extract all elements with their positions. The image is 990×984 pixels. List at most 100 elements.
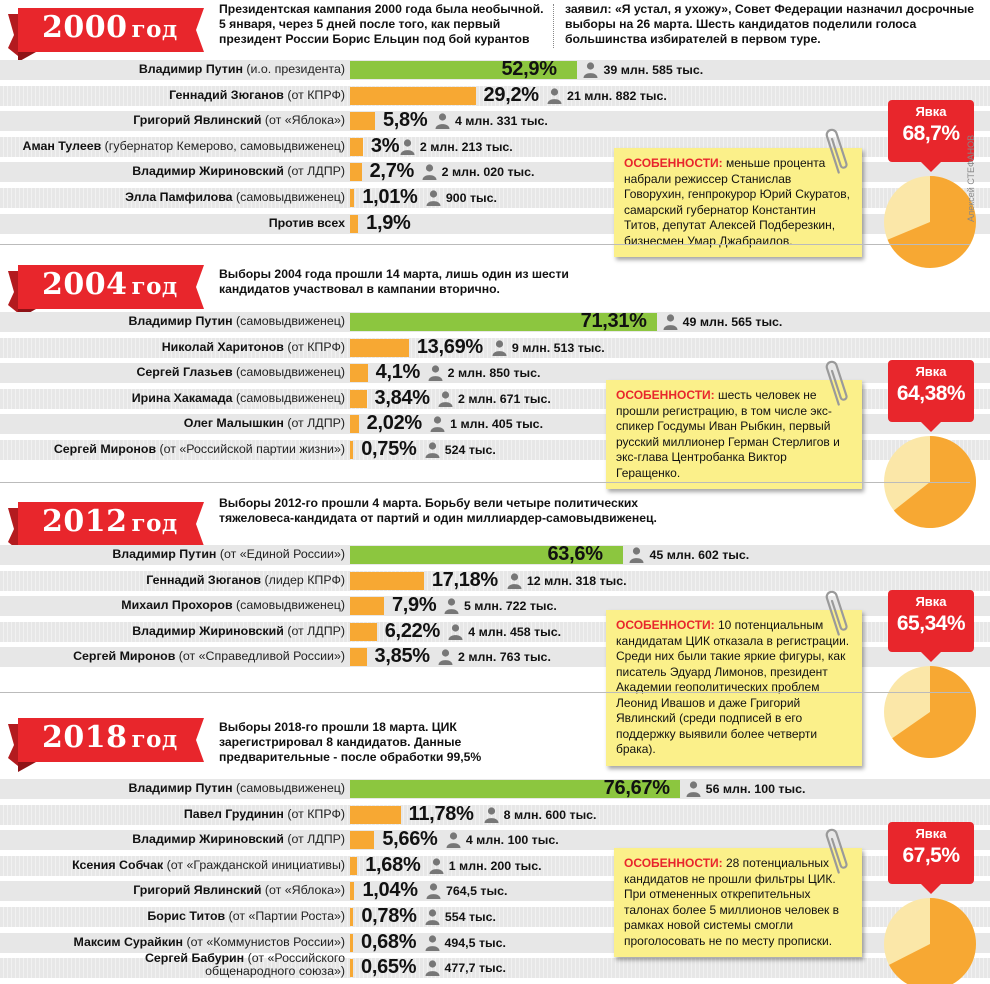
candidate-name: Владимир Жириновский (от ЛДПР)	[132, 164, 345, 178]
candidate-name: Геннадий Зюганов (от КПРФ)	[169, 88, 345, 102]
vote-percent-label: 5,8%	[382, 109, 428, 132]
candidate-row: Владимир Жириновский (от ЛДПР) 5,66% 4 млн…	[0, 828, 990, 851]
candidate-row: Сергей Глазьев (самовыдвиженец) 4,1% 2 млн…	[0, 361, 990, 384]
turnout-pie	[884, 898, 976, 984]
person-icon	[583, 62, 598, 78]
candidate-label: Владимир Жириновский (от ЛДПР)	[0, 162, 345, 182]
section-divider	[0, 244, 970, 245]
column-divider	[553, 4, 554, 48]
vote-bar	[350, 856, 358, 875]
candidate-name: Владимир Путин (самовыдвиженец)	[128, 781, 345, 795]
vote-count: 4 млн. 100 тыс.	[465, 833, 559, 848]
turnout-value: 68,7%	[902, 122, 960, 145]
turnout-flag	[888, 822, 974, 894]
vote-percent-label: 3,84%	[374, 386, 431, 409]
vote-bar	[350, 831, 375, 850]
vote-count: 1 млн. 200 тыс.	[448, 858, 542, 873]
candidate-fullname: Геннадий Зюганов	[146, 572, 262, 587]
vote-count: 554 тыс.	[444, 910, 496, 924]
vote-bar	[350, 648, 367, 667]
intro-text: Выборы 2018-го прошли 18 марта. ЦИК заре…	[219, 720, 482, 764]
vote-bar	[350, 364, 368, 383]
candidate-name: Павел Грудинин (от КПРФ)	[184, 807, 345, 821]
candidate-label: Сергей Глазьев (самовыдвиженец)	[0, 363, 345, 383]
candidate-label: Олег Малышкин (от ЛДПР)	[0, 414, 345, 434]
candidate-label: Ксения Собчак (от «Гражданской инициатив…	[0, 856, 345, 876]
candidate-fullname: Максим Сурайкин	[73, 934, 184, 949]
turnout-flag	[888, 360, 974, 432]
year-title: 2004 год	[42, 267, 178, 302]
vote-bar	[350, 163, 362, 182]
candidate-label: Борис Титов (от «Партии Роста»)	[0, 907, 345, 927]
vote-count: 2 млн. 020 тыс.	[441, 165, 535, 180]
vote-bar	[350, 908, 354, 926]
year-suffix: год	[131, 510, 178, 537]
candidate-affiliation: (самовыдвиженец)	[232, 781, 345, 795]
candidate-name: Григорий Явлинский (от «Яблока»)	[133, 113, 345, 127]
candidate-label: Владимир Жириновский (от ЛДПР)	[0, 622, 345, 642]
features-note: ОСОБЕННОСТИ: меньше процента набрали реж…	[614, 148, 862, 257]
row-background	[0, 111, 990, 132]
candidate-affiliation: (и.о. президента)	[242, 62, 345, 76]
candidate-row: Сергей Бабурин (от «Российского общенаро…	[0, 952, 990, 979]
intro-text: Президентская кампания 2000 года была не…	[219, 2, 544, 46]
candidate-affiliation: (самовыдвиженец)	[232, 314, 345, 328]
candidate-affiliation: (лидер КПРФ)	[261, 572, 345, 587]
features-note: ОСОБЕННОСТИ: 10 потенциальным кандидатам…	[606, 610, 862, 766]
year-number: 2012	[42, 504, 128, 539]
vote-percent-label: 63,6%	[547, 543, 603, 565]
candidate-label: Против всех	[0, 214, 345, 234]
candidate-name: Сергей Миронов (от «Справедливой России»…	[73, 649, 345, 663]
vote-bar	[350, 959, 353, 978]
candidate-label: Григорий Явлинский (от «Яблока»)	[0, 881, 345, 901]
vote-count: 477,7 тыс.	[444, 961, 506, 976]
person-icon	[429, 858, 444, 874]
candidate-affiliation: (от КПРФ)	[283, 339, 345, 354]
candidate-fullname: Ирина Хакамада	[131, 390, 233, 405]
author-credit: Алексей СТЕФАНОВ	[966, 134, 976, 222]
turnout-label: Явка	[915, 594, 947, 609]
features-title: ОСОБЕННОСТИ:	[616, 388, 718, 402]
candidate-name: Ирина Хакамада (самовыдвиженец)	[132, 391, 345, 405]
candidate-label: Владимир Жириновский (от ЛДПР)	[0, 830, 345, 850]
candidate-fullname: Олег Малышкин	[183, 416, 284, 431]
vote-bar	[350, 441, 354, 459]
year-number: 2000	[42, 10, 128, 45]
vote-count: 524 тыс.	[444, 443, 496, 457]
candidate-affiliation: (от «Единой России»)	[216, 547, 345, 561]
features-note: ОСОБЕННОСТИ: шесть человек не прошли рег…	[606, 380, 862, 489]
vote-bar	[350, 86, 476, 105]
vote-bar	[350, 597, 384, 616]
person-icon	[448, 624, 463, 640]
candidate-label: Владимир Путин (самовыдвиженец)	[0, 779, 345, 799]
candidate-fullname: Сергей Миронов	[53, 442, 157, 456]
vote-bar	[350, 882, 355, 901]
candidate-fullname: Сергей Бабурин	[144, 951, 245, 966]
row-background	[0, 570, 990, 591]
vote-percent-label: 17,18%	[431, 568, 498, 591]
vote-percent-label: 1,9%	[366, 211, 411, 234]
person-icon	[629, 547, 644, 563]
features-title: ОСОБЕННОСТИ:	[624, 156, 726, 170]
person-icon	[438, 391, 453, 407]
candidate-fullname: Сергей Глазьев	[136, 365, 233, 380]
vote-percent-label: 0,68%	[361, 930, 417, 953]
vote-count: 764,5 тыс.	[445, 884, 508, 899]
candidate-name: Владимир Жириновский (от ЛДПР)	[132, 832, 345, 846]
candidate-name: Аман Тулеев (губернатор Кемерово, самовы…	[23, 139, 345, 153]
year-title: 2000 год	[42, 10, 178, 45]
paperclip-icon	[824, 584, 850, 642]
vote-bar	[350, 622, 377, 641]
row-background	[0, 830, 990, 851]
section-divider	[0, 482, 970, 483]
vote-bar	[350, 61, 578, 79]
intro-text: Выборы 2012-го прошли 4 марта. Борьбу ве…	[219, 496, 657, 525]
vote-bar	[350, 112, 375, 131]
candidate-fullname: Против всех	[268, 215, 345, 230]
vote-percent-label: 52,9%	[501, 58, 557, 80]
candidate-fullname: Владимир Путин	[128, 314, 233, 328]
candidate-affiliation: (самовыдвиженец)	[232, 390, 345, 405]
section-divider	[0, 692, 970, 693]
candidate-affiliation: (от «Российского общенародного союза»)	[205, 951, 345, 979]
intro-text: Выборы 2004 года прошли 14 марта, лишь о…	[219, 267, 569, 296]
